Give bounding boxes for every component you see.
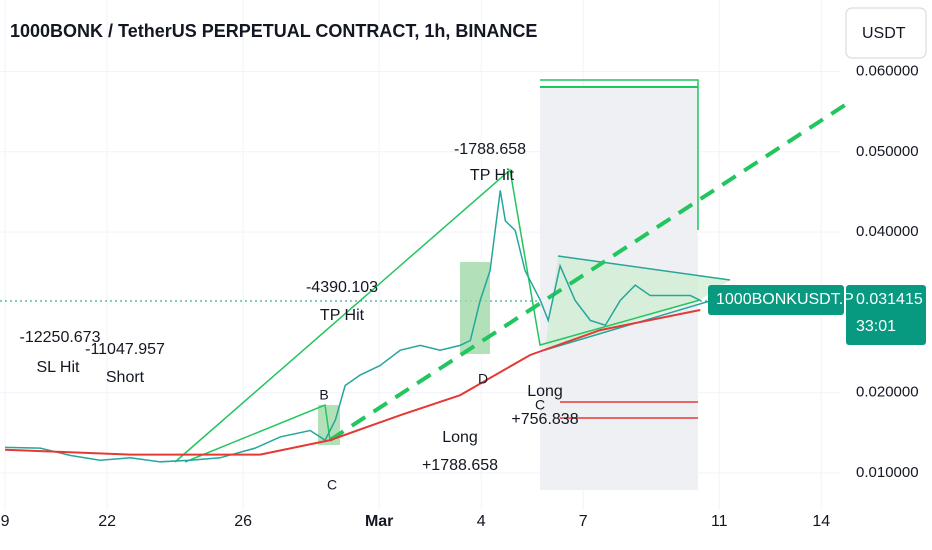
annotation: Long [442,429,478,446]
plot [0,0,840,510]
pattern-line [174,168,701,463]
currency-button[interactable] [845,7,927,59]
triangle-edge [557,255,731,281]
annotation: -12250.673 [20,329,101,346]
annotation: SL Hit [37,359,81,376]
annotation: TP Hit [320,307,365,324]
x-tick-label: 14 [812,513,830,530]
last-price-label: 0.031415 [856,291,923,308]
x-tick-label: 11 [711,513,728,530]
price-line [5,309,701,456]
y-tick-label: 0.020000 [856,384,919,401]
countdown: 33:01 [856,318,896,335]
price-badge [846,285,926,345]
symbol-label: 1000BONKUSDT.P [716,291,854,308]
chart-title: 1000BONK / TetherUS PERPETUAL CONTRACT, … [10,21,537,41]
annotation: B [319,387,328,403]
x-tick-label: 9 [1,513,10,530]
x-tick-label: 7 [579,513,588,530]
triangle [545,256,730,350]
annotation: C [535,397,545,413]
annotation: Short [106,369,145,386]
annotation: -11047.957 [85,341,165,358]
x-tick-label: 22 [98,513,116,530]
currency[interactable]: USDT [862,25,906,42]
y-tick-label: 0.050000 [856,143,919,160]
y-tick-label: 0.040000 [856,223,919,240]
y-tick-label: 0.010000 [856,464,919,481]
pattern-line [184,403,331,463]
position-box [318,405,340,445]
x-tick-label: 4 [477,513,486,530]
annotation: +1788.658 [422,457,498,474]
target-line [540,79,699,230]
y-tick-label: 0.060000 [856,62,919,79]
annotation: +756.838 [511,411,578,428]
annotation: D [478,371,488,387]
annotation: -4390.103 [306,279,378,296]
annotation: -1788.658 [454,141,526,158]
x-tick-label: Mar [365,513,393,530]
annotation: Long [527,383,563,400]
annotation: TP Hit [470,167,515,184]
drawings [174,7,927,490]
price-line [5,190,701,463]
annotation: C [327,477,337,493]
symbol-badge [708,285,844,315]
x-tick-label: 26 [234,513,252,530]
